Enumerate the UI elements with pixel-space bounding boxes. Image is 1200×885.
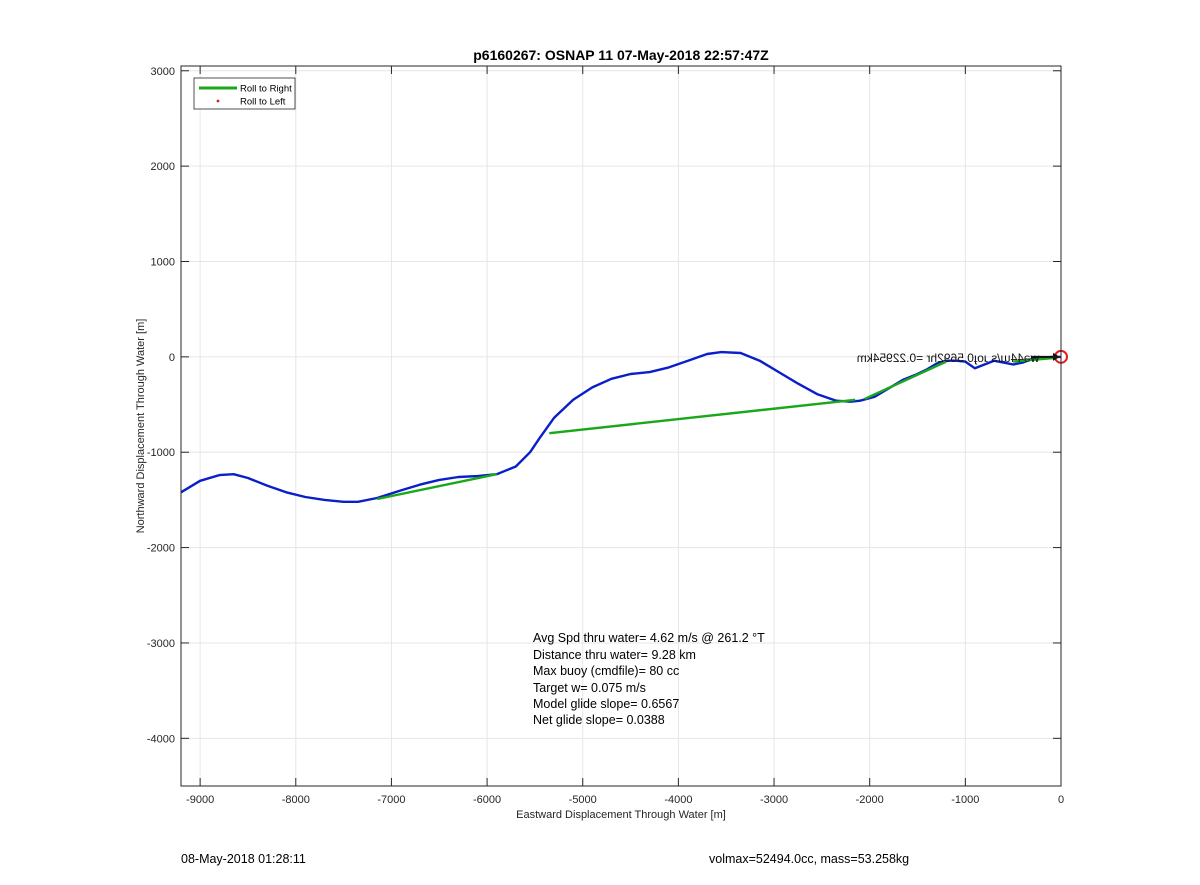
annotation-net-glide: Net glide slope= 0.0388 — [533, 713, 665, 727]
annotation-model-glide: Model glide slope= 0.6567 — [533, 697, 679, 711]
x-tick-label: -8000 — [282, 794, 310, 806]
x-tick-label: -3000 — [760, 794, 788, 806]
annotation-distance: Distance thru water= 9.28 km — [533, 648, 696, 662]
annotation-max-buoy: Max buoy (cmdfile)= 80 cc — [533, 664, 679, 678]
x-tick-label: -7000 — [377, 794, 405, 806]
y-tick-label: -1000 — [147, 447, 175, 459]
ticks: -9000 -8000 -7000 -6000 -5000 -4000 -3000 -2000… — [147, 66, 1064, 806]
roll-right-segment — [376, 473, 497, 501]
x-tick-label: 0 — [1058, 794, 1064, 806]
y-tick-label: -3000 — [147, 638, 175, 650]
x-tick-label: -4000 — [664, 794, 692, 806]
x-tick-label: -9000 — [186, 794, 214, 806]
footer-timestamp: 08-May-2018 01:28:11 — [181, 852, 306, 866]
x-tick-label: -5000 — [569, 794, 597, 806]
roll-right-segment — [549, 398, 856, 435]
x-tick-label: -6000 — [473, 794, 501, 806]
annotation-avg-speed: Avg Spd thru water= 4.62 m/s @ 261.2 °T — [533, 631, 765, 645]
y-tick-label: -4000 — [147, 733, 175, 745]
legend-box — [193, 77, 296, 110]
series-layer — [180, 349, 1068, 503]
legend-roll-right-label: Roll to Right — [240, 84, 292, 95]
chart-title: p6160267: OSNAP 11 07-May-2018 22:57:47Z — [473, 47, 769, 63]
x-axis-label: Eastward Displacement Through Water [m] — [516, 809, 726, 821]
y-axis-label: Northward Displacement Through Water [m] — [135, 319, 147, 534]
glider-track-line — [180, 350, 1061, 503]
annotation-target-w: Target w= 0.075 m/s — [533, 681, 646, 695]
x-tick-label: -1000 — [951, 794, 979, 806]
y-tick-label: 0 — [169, 352, 175, 364]
plot-frame — [180, 65, 1062, 787]
y-tick-label: 1000 — [151, 256, 175, 268]
footer-volmax-mass: volmax=52494.0cc, mass=53.258kg — [709, 852, 910, 866]
y-tick-label: -2000 — [147, 543, 175, 555]
roll-right-segment — [1013, 356, 1057, 363]
legend: Roll to Right Roll to Left — [193, 77, 296, 110]
y-tick-label: 3000 — [151, 66, 175, 78]
x-tick-label: -2000 — [856, 794, 884, 806]
y-tick-label: 2000 — [151, 161, 175, 173]
flipped-segment-label: wǝ44ɯ/s ɹoɟ0.5692hr =0.22954km — [857, 351, 1040, 365]
legend-roll-left-label: Roll to Left — [240, 97, 286, 108]
roll-right-segment — [864, 360, 947, 400]
stats-annotation: Avg Spd thru water= 4.62 m/s @ 261.2 °T … — [533, 631, 765, 727]
legend-roll-left-swatch — [216, 99, 220, 103]
